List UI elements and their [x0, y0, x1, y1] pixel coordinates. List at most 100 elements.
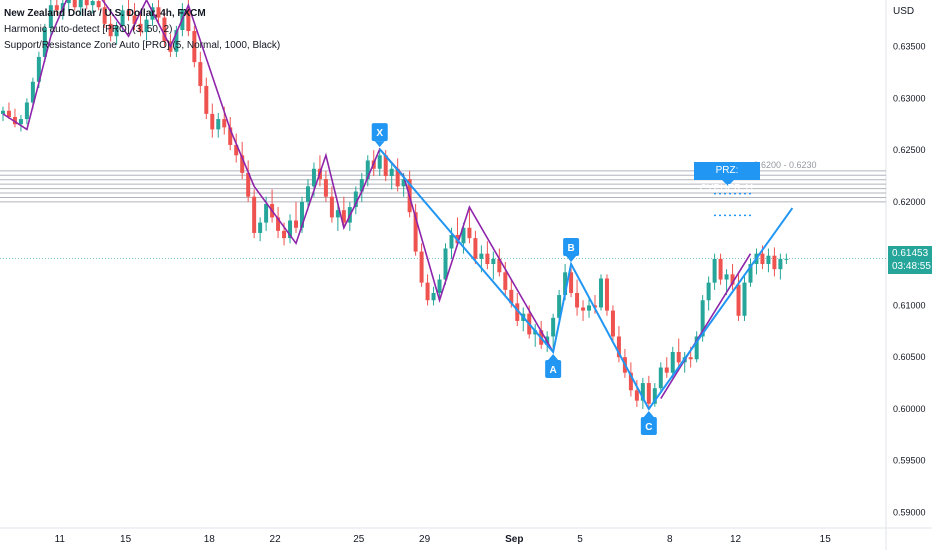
candle-body	[646, 383, 651, 404]
candle-body	[575, 292, 580, 308]
candle-body	[766, 255, 771, 264]
candle-body	[425, 282, 430, 301]
zone-range-label: 0.6200 - 0.6230	[753, 160, 816, 170]
candle-body	[640, 383, 645, 401]
x-tick-label: 29	[419, 534, 431, 545]
candle-body	[551, 317, 556, 337]
candle-body	[90, 1, 95, 6]
candle-body	[276, 217, 281, 231]
candle-body	[66, 0, 71, 4]
candle-body	[282, 230, 287, 239]
candle-body	[437, 279, 442, 293]
point-marker-pointer	[643, 410, 654, 417]
candle-body	[503, 272, 508, 290]
candle-body	[742, 282, 747, 316]
candle-body	[604, 278, 609, 311]
candle-body	[485, 253, 490, 264]
candle-body	[264, 203, 269, 223]
indicator-harmonic[interactable]: Harmonic auto-detect [PRO] (3, 50, 2)	[4, 24, 173, 35]
candle-body	[587, 305, 592, 311]
pattern-line	[378, 148, 794, 411]
point-label-b: B	[567, 243, 574, 254]
candle-body	[395, 168, 400, 187]
candle-body	[748, 264, 753, 283]
candle-body	[467, 227, 472, 239]
indicator-sr-zone[interactable]: Support/Resistance Zone Auto [PRO] (5, N…	[4, 40, 281, 51]
candle-body	[700, 300, 705, 337]
prz-label: PRZ: CYPHER 11	[694, 162, 760, 194]
point-marker-pointer	[566, 256, 577, 262]
candle-body	[0, 110, 5, 114]
harmonic-pattern: X A B C	[371, 123, 794, 435]
candle-body	[610, 310, 615, 337]
symbol-title[interactable]: New Zealand Dollar / U.S. Dollar, 4h, FX…	[4, 8, 206, 19]
candle-body	[192, 31, 197, 63]
x-tick-label: 18	[204, 534, 216, 545]
x-tick-label: 8	[667, 534, 673, 545]
candle-body	[186, 9, 191, 32]
candle-body	[718, 258, 723, 280]
candle-body	[652, 388, 657, 404]
candle-body	[419, 251, 424, 283]
candle-body	[628, 372, 633, 391]
candle-body	[383, 155, 388, 176]
candle-body	[294, 220, 299, 228]
candles	[0, 0, 789, 409]
candle-body	[222, 119, 227, 128]
y-tick-label: 0.63000	[893, 93, 926, 103]
x-tick-label: 11	[55, 534, 66, 545]
candle-body	[515, 303, 520, 321]
candle-body	[132, 15, 137, 24]
candle-body	[497, 258, 502, 273]
candle-body	[431, 292, 436, 301]
candle-body	[616, 336, 621, 358]
x-tick-label: 15	[820, 534, 832, 545]
candle-body	[509, 289, 514, 304]
candle-body	[772, 255, 777, 270]
point-marker-x	[371, 123, 388, 142]
candle-body	[634, 390, 639, 401]
last-price-tag: 0.61453 03:48:55	[888, 246, 932, 274]
x-tick-label: Sep	[505, 534, 523, 545]
candle-body	[593, 305, 598, 308]
candle-body	[449, 235, 454, 249]
candle-body	[569, 272, 574, 293]
last-price-value: 0.61453	[892, 248, 929, 259]
y-tick-label: 0.61000	[893, 300, 926, 310]
candle-body	[712, 258, 717, 283]
candle-body	[234, 144, 239, 156]
candle-body	[204, 85, 209, 114]
candle-body	[335, 210, 340, 218]
candle-body	[557, 295, 562, 318]
candle-body	[311, 168, 316, 187]
point-marker-pointer	[374, 141, 385, 148]
candle-body	[563, 272, 568, 296]
candle-body	[240, 155, 245, 173]
candle-body	[144, 19, 149, 33]
point-label-c: C	[645, 422, 652, 433]
x-tick-label: 22	[270, 534, 282, 545]
y-tick-label: 0.59000	[893, 507, 926, 517]
candle-body	[479, 253, 484, 259]
candle-body	[12, 116, 17, 125]
candle-body	[676, 352, 681, 363]
candle-body	[246, 172, 251, 197]
candle-body	[389, 168, 394, 176]
candle-body	[461, 227, 466, 244]
candle-body	[581, 307, 586, 311]
y-tick-label: 0.62500	[893, 145, 926, 155]
candle-body	[288, 220, 293, 239]
point-marker-b	[563, 238, 580, 256]
candle-body	[72, 0, 77, 8]
candle-body	[730, 274, 735, 285]
candle-body	[341, 210, 346, 223]
candle-body	[784, 258, 789, 260]
candle-body	[658, 367, 663, 389]
time-axis: 11 15 18 22 25 29 Sep 5 8 12 15	[55, 534, 832, 545]
candle-body	[120, 10, 125, 26]
candle-body	[491, 258, 496, 264]
candle-body	[305, 186, 310, 202]
zigzag-line	[2, 0, 554, 353]
